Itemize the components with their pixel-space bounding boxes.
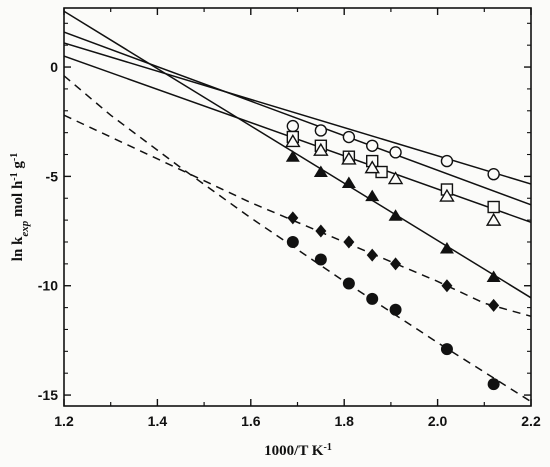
- series-0-point-1: [314, 124, 328, 137]
- x-axis-ticks: 1.2 1.4 1.6 1.8 2.0 2.2: [54, 8, 541, 429]
- series-4-point-3: [366, 248, 378, 262]
- series-4-fit-line: [64, 114, 531, 318]
- series-3-point-4: [388, 209, 403, 221]
- series-0-point-0: [286, 119, 300, 133]
- x-tick-label-4: 2.0: [428, 413, 448, 429]
- series-4-point-4: [390, 257, 402, 271]
- series-2-point-5: [439, 188, 455, 202]
- plot-frame: [63, 7, 532, 407]
- series-0-fit-line: [64, 42, 531, 185]
- y-tick-label-2: -10: [38, 278, 58, 294]
- x-tick-label-3: 1.8: [334, 413, 354, 429]
- series-0-point-6: [487, 167, 500, 181]
- series-1-fit-line: [64, 31, 531, 206]
- series-4-point-1: [315, 224, 327, 238]
- series-3-point-1: [313, 165, 328, 178]
- series-2-point-4: [387, 171, 404, 185]
- series-0-point-4: [389, 146, 402, 159]
- series-1-point-6: [487, 200, 500, 214]
- x-tick-label-5: 2.2: [521, 413, 541, 429]
- series-0-point-5: [440, 154, 454, 168]
- series-4-point-0: [287, 211, 299, 225]
- series-5-point-0: [286, 235, 299, 248]
- series-3-point-0: [285, 150, 300, 162]
- series-0-point-3: [366, 139, 379, 152]
- series-5-point-4: [389, 303, 402, 316]
- series-3-fit-line: [64, 10, 531, 299]
- series-2-point-3: [364, 160, 380, 174]
- x-axis-label: 1000/T K-1: [264, 442, 332, 460]
- series-2-point-0: [285, 134, 301, 148]
- series-3-point-5: [439, 242, 454, 254]
- y-axis-label: ln kexp mol h-1 g-1: [9, 153, 32, 261]
- series-5-point-5: [440, 343, 453, 356]
- x-tick-label-0: 1.2: [54, 413, 74, 429]
- x-tick-label-1: 1.4: [148, 413, 168, 429]
- series-5-point-1: [314, 253, 327, 266]
- series-5-point-2: [342, 277, 355, 290]
- series-0-point-2: [342, 130, 356, 144]
- series-2-point-6: [485, 212, 502, 226]
- series-2-point-2: [341, 151, 357, 165]
- y-tick-label-1: -5: [46, 168, 59, 184]
- data-markers: [285, 119, 502, 391]
- fit-lines: [64, 10, 531, 403]
- series-3-point-3: [365, 189, 380, 202]
- series-5-point-6: [487, 378, 500, 391]
- x-tick-label-2: 1.6: [241, 413, 261, 429]
- y-tick-label-0: 0: [50, 59, 58, 75]
- y-tick-label-3: -15: [38, 387, 58, 403]
- series-3-point-2: [341, 176, 356, 188]
- y-axis-ticks: 0 -5 -10 -15: [38, 22, 531, 403]
- series-5-fit-line: [64, 75, 531, 403]
- series-3-point-6: [486, 270, 501, 282]
- series-4-point-6: [488, 298, 500, 312]
- series-4-point-2: [343, 235, 355, 249]
- series-2-point-1: [313, 142, 329, 156]
- series-4-point-5: [441, 279, 453, 293]
- series-5-point-3: [366, 292, 379, 305]
